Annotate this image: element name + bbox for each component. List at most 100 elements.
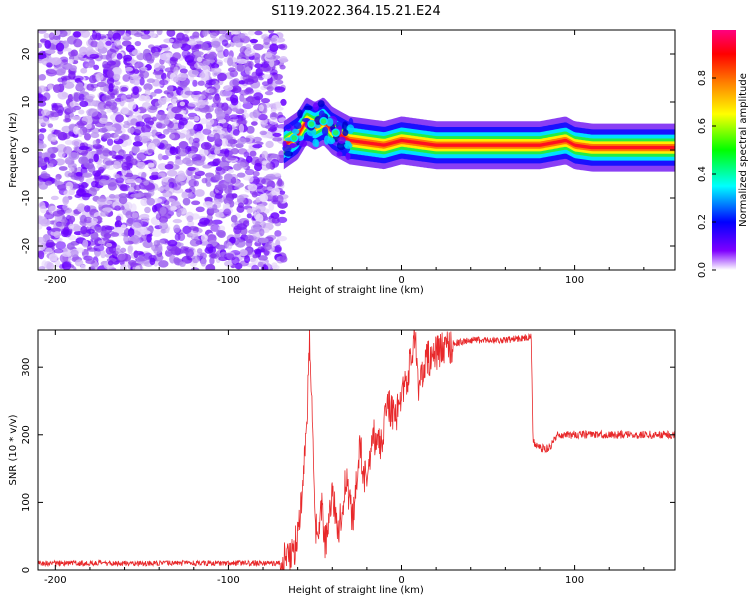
noise-blob [212, 204, 218, 211]
noise-blob [254, 63, 263, 69]
ridge-blob [304, 105, 313, 111]
ridge-blob [326, 117, 334, 127]
noise-blob [157, 98, 167, 106]
noise-blob [50, 153, 56, 159]
noise-blob [38, 53, 47, 60]
noise-blob [101, 94, 112, 102]
noise-blob [104, 160, 115, 166]
snr-panel: -200 -100 0 100 0 100 200 300 Height of straigh… [8, 329, 676, 596]
noise-blob [95, 72, 104, 82]
noise-blob [188, 226, 199, 231]
noise-blob [140, 234, 148, 242]
noise-blob [104, 200, 113, 205]
noise-blob [209, 257, 215, 265]
noise-blob [44, 39, 52, 49]
snr-x-tick-label: -100 [217, 575, 240, 586]
noise-blob [268, 116, 278, 125]
noise-blob [159, 79, 169, 86]
noise-blob [90, 83, 99, 89]
noise-blob [152, 198, 163, 204]
noise-blob [38, 236, 45, 243]
ridge-peak [331, 128, 340, 137]
noise-blob [74, 259, 84, 267]
noise-blob [208, 88, 219, 94]
noise-blob [78, 109, 85, 115]
noise-blob [105, 246, 114, 255]
noise-blob [110, 232, 120, 237]
noise-blob [146, 234, 152, 243]
noise-blob [199, 72, 206, 79]
noise-blob [277, 216, 288, 224]
noise-blob [261, 150, 269, 159]
noise-blob [278, 210, 286, 215]
noise-blob [237, 202, 245, 209]
noise-blob [120, 263, 127, 270]
noise-blob [82, 172, 93, 178]
noise-blob [231, 30, 241, 35]
noise-blob [233, 225, 242, 235]
noise-blob [224, 203, 231, 208]
noise-blob [271, 187, 281, 196]
noise-blob [219, 89, 227, 97]
noise-blob [261, 97, 271, 104]
noise-blob [146, 197, 156, 206]
noise-blob [272, 195, 279, 203]
noise-blob [197, 80, 205, 86]
noise-blob [158, 260, 169, 268]
noise-blob [173, 76, 179, 83]
ridge-blob [289, 143, 296, 149]
noise-blob [163, 116, 170, 125]
colorbar-gradient [712, 30, 736, 270]
noise-blob [259, 130, 267, 136]
noise-blob [53, 248, 64, 254]
noise-blob [97, 240, 106, 245]
noise-blob [156, 30, 163, 36]
noise-blob [205, 263, 216, 270]
noise-blob [245, 238, 253, 248]
noise-blob [275, 101, 282, 109]
noise-blob [46, 226, 52, 231]
noise-blob [93, 244, 105, 252]
noise-blob [45, 241, 56, 247]
spectrogram-x-tick-label: -200 [44, 275, 67, 286]
snr-y-axis-label: SNR (10 * v/v) [8, 414, 19, 485]
noise-blob [199, 148, 209, 157]
noise-blob [227, 174, 233, 180]
noise-blob [216, 130, 226, 135]
noise-blob [142, 240, 153, 249]
noise-blob [237, 148, 248, 155]
noise-blob [190, 267, 200, 270]
noise-blob [141, 101, 152, 109]
noise-blob [168, 121, 174, 129]
noise-blob [65, 107, 77, 113]
noise-blob [157, 133, 166, 139]
noise-blob [252, 254, 258, 259]
noise-blob [211, 67, 222, 74]
ridge-blob [317, 100, 325, 108]
noise-blob [196, 56, 203, 63]
noise-blob [123, 54, 133, 62]
noise-blob [47, 83, 53, 90]
noise-blob [255, 221, 261, 227]
noise-blob [118, 149, 126, 156]
noise-blob [194, 62, 204, 70]
noise-blob [212, 174, 223, 181]
noise-blob [130, 158, 138, 166]
noise-blob [211, 63, 220, 69]
noise-blob [58, 166, 68, 171]
noise-blob [244, 168, 255, 176]
ridge-blob [297, 109, 303, 119]
noise-blob [218, 118, 227, 124]
noise-blob [38, 43, 43, 49]
noise-blob [205, 118, 215, 126]
noise-blob [279, 56, 288, 63]
noise-blob [103, 132, 112, 139]
noise-blob [151, 116, 157, 122]
noise-blob [269, 43, 279, 52]
noise-blob [183, 30, 190, 34]
noise-blob [238, 123, 245, 133]
noise-blob [90, 132, 100, 139]
noise-blob [68, 58, 74, 64]
ridge-peak [307, 119, 316, 129]
noise-blob [192, 31, 200, 38]
